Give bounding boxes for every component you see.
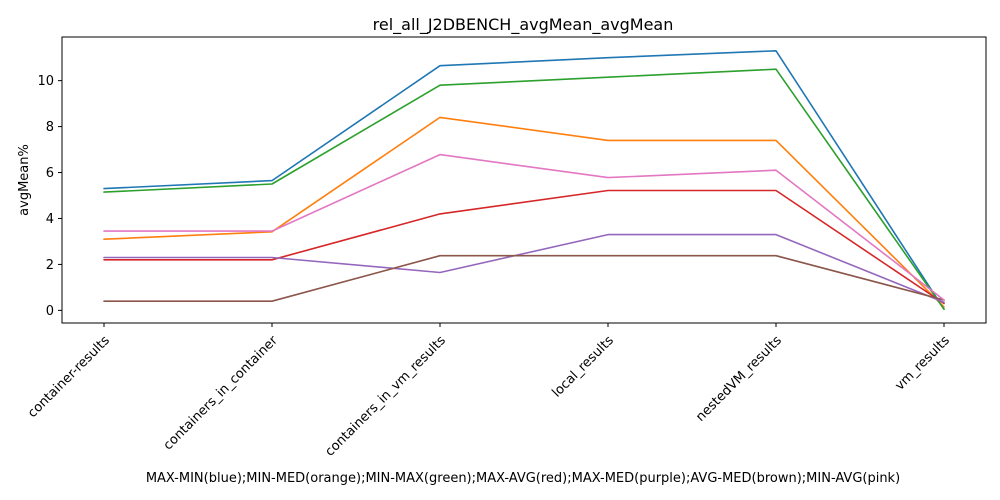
x-tick-label: container-results <box>25 333 113 421</box>
chart-title: rel_all_J2DBENCH_avgMean_avgMean <box>373 15 674 35</box>
series-line-3 <box>103 68 945 311</box>
x-tick-label: containers_in_vm_results <box>323 333 449 459</box>
y-axis-title: avgMean% <box>17 144 32 216</box>
x-tick-label: local_results <box>549 333 617 401</box>
y-tick-label: 4 <box>46 212 54 227</box>
series-line-5 <box>103 233 945 304</box>
x-axis-title: MAX-MIN(blue);MIN-MED(orange);MIN-MAX(gr… <box>146 471 900 486</box>
series-line-6 <box>103 254 945 303</box>
y-tick-label: 10 <box>37 74 54 89</box>
y-tick-label: 2 <box>46 258 54 273</box>
x-tick-label: containers_in_container <box>161 333 282 454</box>
plot-frame <box>61 36 987 324</box>
x-tick-label: vm_results <box>892 333 953 394</box>
series-line-7 <box>103 153 945 301</box>
plot-area <box>103 49 945 311</box>
series-line-4 <box>103 189 945 305</box>
series-line-2 <box>103 116 945 308</box>
series-line-1 <box>103 49 945 311</box>
y-axis: 0 2 4 6 8 10 <box>37 74 62 319</box>
y-tick-label: 6 <box>46 166 54 181</box>
x-axis: container-results containers_in_container… <box>25 323 953 460</box>
y-tick-label: 0 <box>46 304 54 319</box>
y-tick-label: 8 <box>46 120 54 135</box>
x-tick-label: nestedVM_results <box>693 333 785 425</box>
